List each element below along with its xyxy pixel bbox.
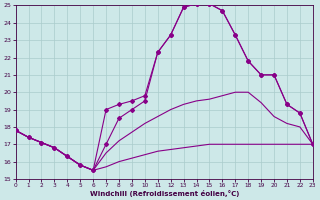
X-axis label: Windchill (Refroidissement éolien,°C): Windchill (Refroidissement éolien,°C) — [90, 190, 239, 197]
